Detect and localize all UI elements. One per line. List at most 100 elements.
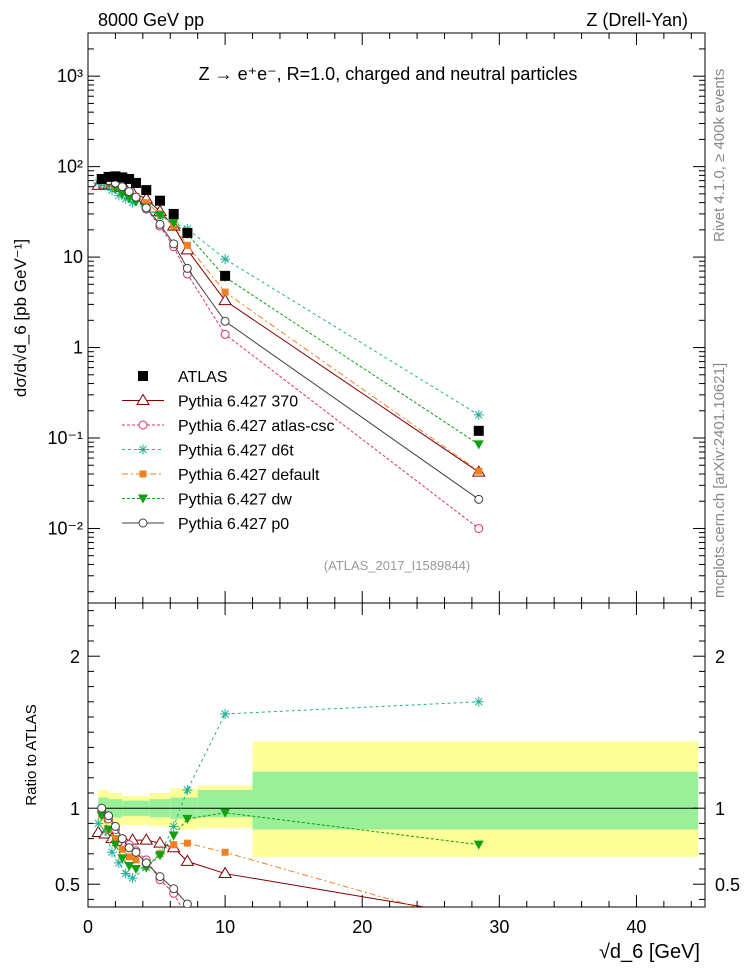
point-atlas	[141, 185, 152, 196]
ratio-series-p0	[97, 803, 192, 907]
ratio-point-p0	[169, 884, 179, 894]
y-tick-label: 10⁻¹	[47, 428, 83, 448]
header-left: 8000 GeV pp	[98, 10, 204, 30]
ratio-point-d6t	[168, 821, 179, 832]
ratio-point-d6t	[120, 868, 131, 879]
ratio-point-p0	[110, 821, 120, 831]
legend-label-dw: Pythia 6.427 dw	[178, 492, 292, 509]
ratio-point-p0	[97, 803, 107, 813]
legend-label-atlas: ATLAS	[178, 369, 228, 386]
legend-label-atlascsc: Pythia 6.427 atlas-csc	[178, 418, 335, 435]
legend-marker-default	[139, 470, 147, 478]
legend-label-p370: Pythia 6.427 370	[178, 394, 298, 411]
point-p0	[124, 187, 134, 197]
rivet-label: Rivet 4.1.0, ≥ 400k events	[711, 69, 728, 242]
ratio-series-dw	[96, 808, 484, 874]
point-atlas	[117, 172, 128, 183]
ratio-point-d6t	[182, 784, 193, 795]
point-default	[183, 241, 191, 249]
main-axis-ticks: 10⁻² 10⁻¹ 1 10 10² 10³	[47, 32, 705, 603]
x-tick-label: 0	[83, 917, 93, 937]
ratio-point-dw	[110, 840, 121, 850]
legend-marker-p0	[138, 518, 148, 528]
point-atlas	[154, 195, 165, 206]
ratio-point-d6t	[93, 818, 104, 829]
point-p0	[474, 494, 484, 504]
point-atlas	[103, 171, 114, 182]
ratio-point-dw	[96, 811, 107, 821]
x-axis-label: √d_6 [GeV]	[599, 941, 700, 963]
legend-label-d6t: Pythia 6.427 d6t	[178, 443, 294, 460]
ratio-point-d6t	[473, 696, 484, 707]
point-atlas	[124, 173, 135, 184]
ratio-point-dw	[220, 808, 231, 818]
point-default	[475, 467, 483, 475]
ratio-point-default	[170, 841, 178, 849]
ratio-point-d6t	[106, 847, 117, 858]
main-series-group	[91, 171, 486, 533]
ratio-point-p370	[139, 833, 154, 845]
reference-label: (ATLAS_2017_I1589844)	[324, 558, 470, 573]
point-p0	[182, 263, 192, 273]
legend-marker-dw	[138, 494, 148, 504]
ratio-y-label: Ratio to ATLAS	[23, 704, 40, 805]
ratio-point-dw	[168, 831, 179, 841]
point-p0	[131, 192, 141, 202]
line-atlascsc	[101, 181, 480, 529]
x-tick-label: 40	[626, 917, 646, 937]
ratio-point-default	[183, 839, 191, 847]
ratio-point-dw	[117, 854, 128, 864]
point-p0	[155, 219, 165, 229]
ratio-point-d6t	[127, 873, 138, 884]
ratio-line-dw	[101, 812, 479, 870]
ratio-point-dw	[124, 861, 135, 871]
legend-label-p0: Pythia 6.427 p0	[178, 516, 289, 533]
x-tick-label: 30	[489, 917, 509, 937]
ratio-y-tick-label-right: 2	[715, 647, 725, 667]
point-dw	[154, 211, 165, 221]
point-default	[221, 288, 229, 296]
header-right: Z (Drell-Yan)	[586, 10, 688, 30]
point-atlas	[110, 171, 121, 182]
point-atlascsc	[220, 329, 230, 339]
ratio-point-dw	[103, 825, 114, 835]
ratio-axis-ticks: 0.5 0.51 12 20 10 20 30 40	[55, 603, 740, 937]
band-green	[252, 771, 699, 830]
main-title: Z → e⁺e⁻, R=1.0, charged and neutral par…	[199, 64, 578, 84]
ratio-series-group	[91, 696, 484, 907]
y-tick-label: 10	[63, 247, 83, 267]
y-tick-label: 10⁻²	[47, 518, 83, 538]
point-atlas	[182, 227, 193, 238]
ratio-point-dw	[130, 865, 141, 874]
ratio-y-tick-label: 1	[70, 799, 80, 819]
legend-label-default: Pythia 6.427 default	[178, 467, 320, 484]
line-default	[101, 180, 480, 472]
ratio-point-dw	[182, 814, 193, 824]
point-default	[142, 199, 150, 207]
y-tick-label: 1	[73, 338, 83, 358]
ratio-point-p0	[104, 811, 114, 821]
series-atlas	[96, 171, 484, 436]
ratio-point-p0	[155, 872, 165, 882]
x-tick-label: 20	[352, 917, 372, 937]
point-atlas	[130, 177, 141, 188]
point-atlascsc	[474, 523, 484, 533]
legend-marker-p370	[136, 393, 150, 405]
ratio-point-default	[132, 856, 140, 864]
ratio-y-tick-label-right: 0.5	[715, 875, 740, 895]
x-tick-label: 10	[215, 917, 235, 937]
mcplots-label: mcplots.cern.ch [arXiv:2401.10621]	[711, 363, 728, 598]
point-d6t	[473, 409, 484, 420]
line-dw	[101, 180, 480, 445]
ratio-point-dw	[154, 851, 165, 861]
point-p0	[169, 239, 179, 249]
ratio-point-p0	[182, 899, 192, 907]
ratio-point-default	[118, 845, 126, 853]
point-p0	[220, 316, 230, 326]
ratio-point-d6t	[220, 708, 231, 719]
point-atlas	[473, 425, 484, 436]
ratio-point-p0	[117, 834, 127, 844]
ratio-line-d6t	[97, 701, 479, 879]
ratio-point-p370	[153, 836, 167, 848]
ratio-panel-frame	[87, 602, 706, 908]
